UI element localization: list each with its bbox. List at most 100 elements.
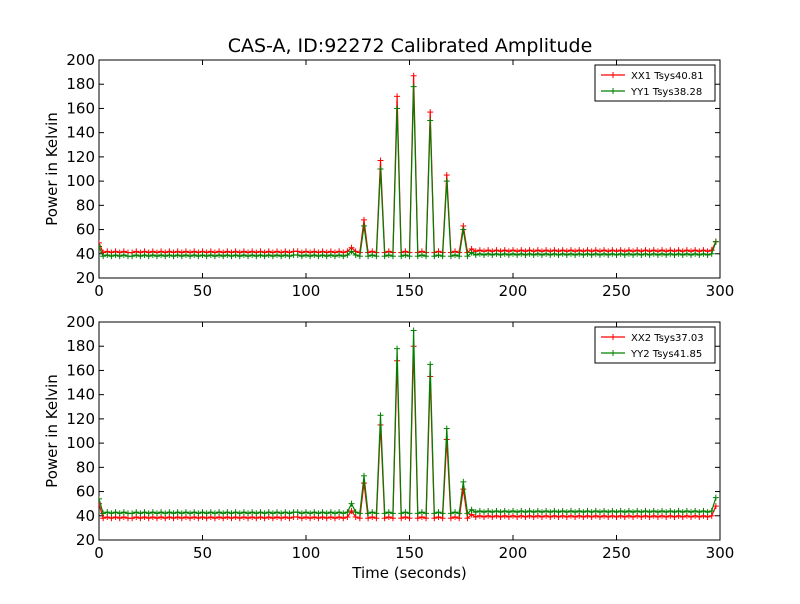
data-point-marker <box>323 510 330 517</box>
series-xx <box>99 72 719 256</box>
data-point-marker <box>712 503 719 510</box>
data-point-marker <box>207 251 214 258</box>
data-point-marker <box>365 510 372 517</box>
data-point-marker <box>257 509 264 516</box>
data-point-marker <box>153 253 160 260</box>
data-point-marker <box>638 509 645 516</box>
data-point-marker <box>133 509 140 516</box>
data-point-marker <box>654 251 661 258</box>
data-point-marker <box>485 507 492 514</box>
data-point-marker <box>170 510 177 517</box>
data-point-marker <box>538 509 545 516</box>
data-point-marker <box>497 251 504 258</box>
data-point-marker <box>410 327 417 334</box>
data-point-marker <box>141 509 148 516</box>
data-point-marker <box>609 250 616 257</box>
legend-box <box>594 64 716 102</box>
y-tick-label: 200 <box>66 51 95 69</box>
data-point-marker <box>414 510 421 517</box>
data-point-marker <box>278 510 285 517</box>
data-point-marker <box>414 253 421 260</box>
data-point-marker <box>340 253 347 260</box>
data-point-marker <box>667 507 674 514</box>
data-point-marker <box>501 507 508 514</box>
data-point-marker <box>216 251 223 258</box>
x-tick-label: 150 <box>395 282 424 300</box>
data-point-marker <box>129 253 136 260</box>
data-point-marker <box>659 250 666 257</box>
data-point-marker <box>145 253 152 260</box>
x-tick-label: 50 <box>193 544 212 562</box>
y-axis-label: Power in Kelvin <box>43 112 61 226</box>
data-point-marker <box>220 253 227 260</box>
y-tick-label: 180 <box>66 337 95 355</box>
data-point-marker <box>493 250 500 257</box>
data-point-marker <box>489 251 496 258</box>
data-point-marker <box>394 345 401 352</box>
data-point-marker <box>683 507 690 514</box>
data-point-marker <box>671 251 678 258</box>
data-point-marker <box>137 253 144 260</box>
bottom-panel: 0 50 100 150 200 250 300 20 40 60 80 100 120 140 160 18… <box>43 313 734 582</box>
data-point-marker <box>352 509 359 516</box>
x-tick-label: 100 <box>292 544 321 562</box>
data-point-marker <box>530 509 537 516</box>
data-point-marker <box>692 507 699 514</box>
data-point-marker <box>149 509 156 516</box>
data-point-marker <box>443 425 450 432</box>
data-point-marker <box>700 250 707 257</box>
data-point-marker <box>596 509 603 516</box>
data-point-marker <box>278 253 285 260</box>
data-point-marker <box>360 472 367 479</box>
data-point-marker <box>245 510 252 517</box>
data-point-marker <box>356 510 363 517</box>
data-point-marker <box>162 510 169 517</box>
data-point-marker <box>232 251 239 258</box>
data-point-marker <box>468 249 475 256</box>
data-point-marker <box>394 105 401 112</box>
data-point-marker <box>601 507 608 514</box>
data-point-marker <box>481 509 488 516</box>
data-point-marker <box>650 250 657 257</box>
x-tick-label: 250 <box>602 282 631 300</box>
data-point-marker <box>207 509 214 516</box>
data-point-marker <box>538 251 545 258</box>
data-point-marker <box>551 507 558 514</box>
data-point-marker <box>228 253 235 260</box>
data-point-marker <box>443 178 450 185</box>
data-point-marker <box>381 253 388 260</box>
y-tick-label: 180 <box>66 75 95 93</box>
data-point-marker <box>518 250 525 257</box>
x-tick-label: 200 <box>499 282 528 300</box>
y-tick-label: 120 <box>66 148 95 166</box>
data-point-marker <box>580 509 587 516</box>
data-point-marker <box>141 251 148 258</box>
data-point-marker <box>311 251 318 258</box>
data-point-marker <box>704 509 711 516</box>
data-point-marker <box>522 509 529 516</box>
data-point-marker <box>671 509 678 516</box>
data-point-marker <box>182 251 189 258</box>
data-point-marker <box>634 250 641 257</box>
data-point-marker <box>688 509 695 516</box>
data-point-marker <box>298 253 305 260</box>
data-point-marker <box>99 495 102 502</box>
data-point-marker <box>402 509 409 516</box>
data-point-marker <box>182 509 189 516</box>
data-point-marker <box>224 251 231 258</box>
y-tick-label: 20 <box>76 531 95 549</box>
x-tick-label: 50 <box>193 282 212 300</box>
data-point-marker <box>659 507 666 514</box>
y-tick-label: 80 <box>76 196 95 214</box>
data-point-marker <box>261 510 268 517</box>
data-point-marker <box>547 509 554 516</box>
data-point-marker <box>642 507 649 514</box>
chart-title: CAS-A, ID:92272 Calibrated Amplitude <box>228 35 593 57</box>
data-point-marker <box>443 172 450 179</box>
legend: XX1 Tsys40.81 YY1 Tsys38.28 <box>594 64 716 102</box>
data-point-marker <box>331 253 338 260</box>
data-point-marker <box>489 509 496 516</box>
data-point-marker <box>452 509 459 516</box>
data-point-marker <box>696 251 703 258</box>
